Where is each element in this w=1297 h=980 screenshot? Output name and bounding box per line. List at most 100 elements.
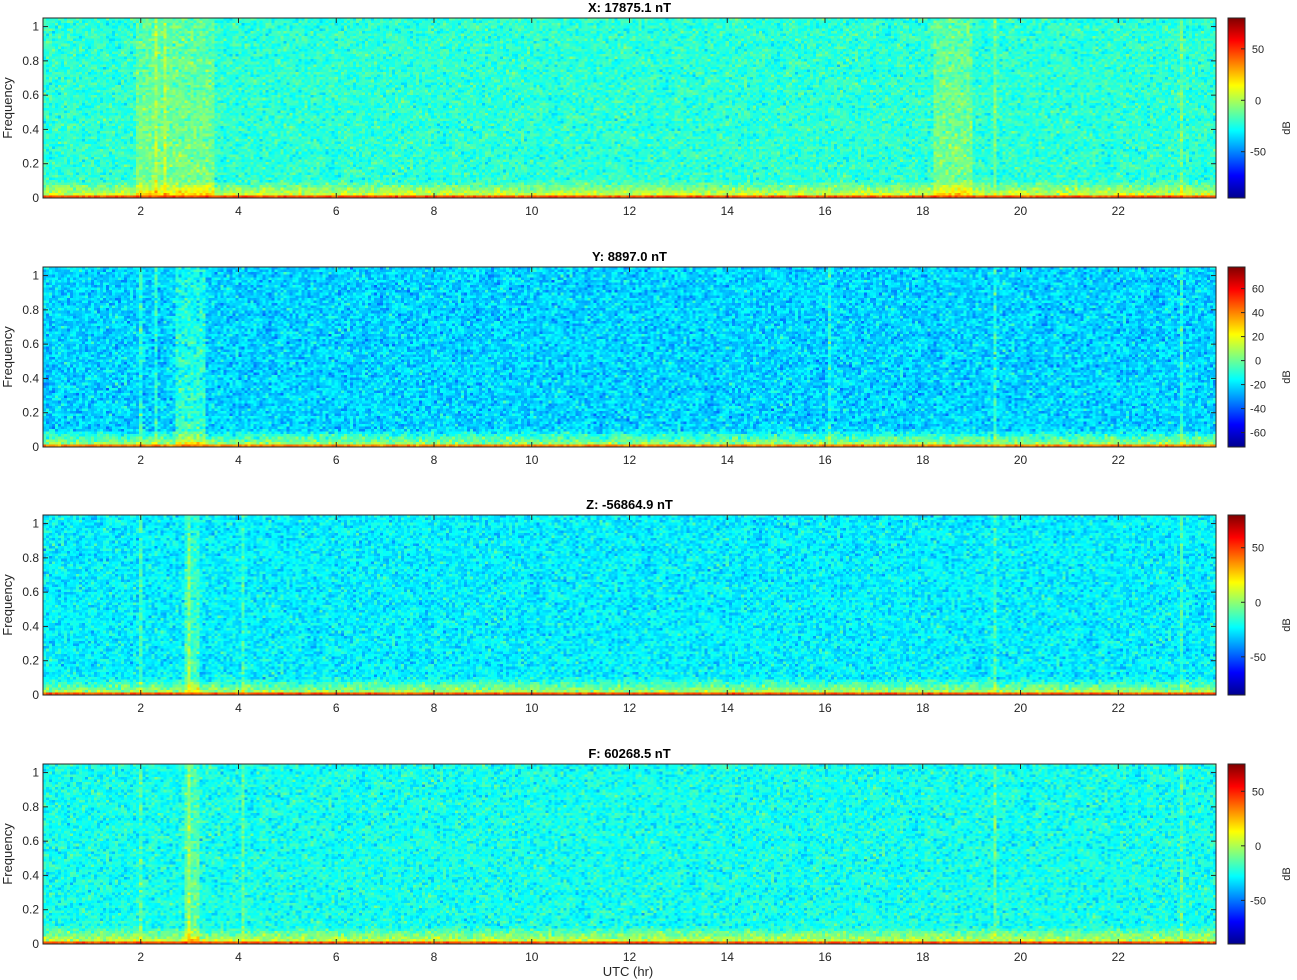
- x-tick-label: 6: [333, 701, 340, 715]
- x-tick-label: 2: [137, 453, 144, 467]
- x-tick-label: 8: [431, 204, 438, 218]
- x-tick-label: 16: [818, 204, 832, 218]
- y-tick-label: 0.8: [22, 54, 39, 68]
- y-axis-label: Frequency: [0, 574, 15, 636]
- y-tick-label: 1: [32, 20, 39, 34]
- x-tick-label: 20: [1014, 453, 1028, 467]
- x-tick-label: 10: [525, 950, 539, 964]
- x-tick-label: 6: [333, 453, 340, 467]
- colorbar-label: dB: [1281, 121, 1293, 134]
- x-tick-label: 18: [916, 204, 930, 218]
- colorbar-tick-label: -50: [1250, 147, 1266, 159]
- y-axis-label: Frequency: [0, 77, 15, 139]
- colorbar: [1227, 17, 1246, 199]
- y-tick-label: 0.4: [22, 868, 39, 882]
- x-tick-label: 2: [137, 701, 144, 715]
- y-axis-label: Frequency: [0, 823, 15, 885]
- y-tick-label: 0.6: [22, 337, 39, 351]
- spectrogram-panel-2: Z: -56864.9 nT2 4 6 8 10 12 14 16 18 20 2200.20.40…: [0, 497, 1293, 715]
- spectrogram-image: [43, 18, 1216, 198]
- y-tick-label: 0: [32, 440, 39, 454]
- x-tick-label: 12: [623, 701, 637, 715]
- x-tick-label: 12: [623, 453, 637, 467]
- y-tick-label: 0.6: [22, 834, 39, 848]
- x-tick-label: 12: [623, 950, 637, 964]
- x-tick-label: 20: [1014, 204, 1028, 218]
- x-tick-label: 14: [721, 204, 735, 218]
- x-tick-label: 16: [818, 950, 832, 964]
- x-tick-label: 20: [1014, 701, 1028, 715]
- y-tick-label: 1: [32, 766, 39, 780]
- x-tick-label: 14: [721, 453, 735, 467]
- x-tick-label: 12: [623, 204, 637, 218]
- x-tick-label: 2: [137, 950, 144, 964]
- x-tick-label: 10: [525, 204, 539, 218]
- colorbar-tick-label: 40: [1252, 308, 1264, 320]
- spectrogram-panel-1: Y: 8897.0 nT2 4 6 8 10 12 14 16 18 20 2200.20.40.6…: [0, 249, 1293, 467]
- x-tick-label: 18: [916, 701, 930, 715]
- x-tick-label: 6: [333, 950, 340, 964]
- y-tick-label: 0.4: [22, 371, 39, 385]
- spectrogram-image: [43, 764, 1216, 944]
- y-tick-label: 0.2: [22, 157, 39, 171]
- colorbar-tick-label: 20: [1252, 332, 1264, 344]
- panel-title: F: 60268.5 nT: [588, 746, 670, 761]
- x-tick-label: 22: [1112, 204, 1126, 218]
- x-tick-label: 22: [1112, 950, 1126, 964]
- colorbar-tick-label: 0: [1255, 356, 1261, 368]
- x-tick-label: 4: [235, 950, 242, 964]
- y-tick-label: 0.2: [22, 903, 39, 917]
- y-tick-label: 1: [32, 269, 39, 283]
- colorbar-tick-label: 50: [1252, 786, 1264, 798]
- x-tick-label: 4: [235, 453, 242, 467]
- x-tick-label: 6: [333, 204, 340, 218]
- spectrogram-panel-3: F: 60268.5 nT2 4 6 8 10 12 14 16 18 20 2200.20.40.…: [0, 746, 1293, 964]
- x-tick-label: 18: [916, 950, 930, 964]
- colorbar-tick-label: -20: [1250, 380, 1266, 392]
- x-tick-label: 22: [1112, 701, 1126, 715]
- colorbar-tick-label: 60: [1252, 284, 1264, 296]
- x-axis-label: UTC (hr): [603, 964, 654, 979]
- colorbar: [1227, 763, 1246, 945]
- spectrogram-image: [43, 267, 1216, 447]
- y-tick-label: 0.8: [22, 551, 39, 565]
- x-tick-label: 8: [431, 950, 438, 964]
- spectrogram-image: [43, 515, 1216, 695]
- x-tick-label: 20: [1014, 950, 1028, 964]
- colorbar-tick-label: -60: [1250, 428, 1266, 440]
- x-tick-label: 14: [721, 701, 735, 715]
- x-tick-label: 8: [431, 701, 438, 715]
- panel-title: Y: 8897.0 nT: [592, 249, 667, 264]
- x-tick-label: 8: [431, 453, 438, 467]
- y-tick-label: 0.4: [22, 619, 39, 633]
- y-tick-label: 0.2: [22, 406, 39, 420]
- y-tick-label: 0.6: [22, 585, 39, 599]
- x-tick-label: 4: [235, 701, 242, 715]
- x-tick-label: 22: [1112, 453, 1126, 467]
- x-tick-label: 18: [916, 453, 930, 467]
- y-axis-label: Frequency: [0, 326, 15, 388]
- y-tick-label: 0.8: [22, 800, 39, 814]
- y-tick-label: 0.8: [22, 303, 39, 317]
- x-tick-label: 16: [818, 453, 832, 467]
- colorbar-tick-label: 0: [1255, 95, 1261, 107]
- colorbar-tick-label: 50: [1252, 44, 1264, 56]
- x-tick-label: 2: [137, 204, 144, 218]
- y-tick-label: 0: [32, 688, 39, 702]
- colorbar: [1227, 266, 1246, 448]
- colorbar-label: dB: [1281, 370, 1293, 383]
- colorbar-tick-label: 0: [1255, 597, 1261, 609]
- panel-title: Z: -56864.9 nT: [586, 497, 673, 512]
- colorbar-tick-label: 50: [1252, 543, 1264, 555]
- x-tick-label: 4: [235, 204, 242, 218]
- x-tick-label: 14: [721, 950, 735, 964]
- y-tick-label: 0.6: [22, 88, 39, 102]
- colorbar-label: dB: [1281, 867, 1293, 880]
- colorbar-tick-label: -50: [1250, 652, 1266, 664]
- panel-title: X: 17875.1 nT: [588, 0, 671, 15]
- colorbar-tick-label: -50: [1250, 895, 1266, 907]
- x-tick-label: 10: [525, 701, 539, 715]
- y-tick-label: 0.2: [22, 654, 39, 668]
- y-tick-label: 1: [32, 517, 39, 531]
